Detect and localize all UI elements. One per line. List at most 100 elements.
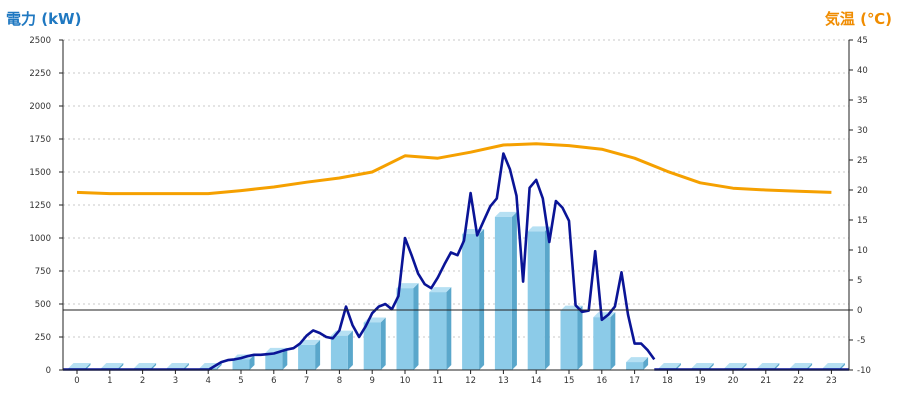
bar-front (560, 310, 578, 370)
bar-front (527, 231, 545, 370)
bar-side (315, 339, 321, 370)
x-tick-label: 23 (826, 376, 837, 386)
bar-side (347, 330, 353, 370)
y-right-tick-label: 35 (857, 96, 868, 106)
bar-top (134, 363, 157, 369)
y-right-tick-label: 5 (857, 276, 862, 286)
y-left-tick-label: 2250 (29, 69, 51, 79)
bar-top (494, 211, 517, 217)
y-left-tick-label: 2500 (29, 36, 51, 46)
bar-front (298, 344, 316, 370)
y-left-tick-label: 1500 (29, 168, 51, 178)
x-tick-label: 20 (728, 376, 739, 386)
y-right-tick-label: 20 (857, 186, 868, 196)
bar (265, 347, 288, 370)
bar-front (494, 216, 512, 370)
line-series (63, 142, 849, 372)
y-right-tick-label: 30 (857, 126, 868, 136)
y-right-tick-label: 0 (857, 306, 862, 316)
bar (462, 229, 485, 370)
x-tick-label: 8 (337, 376, 342, 386)
bar-side (610, 312, 616, 370)
y-right-tick-label: -5 (857, 336, 865, 346)
bar-side (282, 347, 288, 370)
x-tick-label: 18 (662, 376, 673, 386)
x-tick-label: 12 (465, 376, 476, 386)
bar-front (429, 292, 447, 370)
y-left-tick-label: 1250 (29, 201, 51, 211)
y-left-tick-label: 1000 (29, 234, 51, 244)
bar-side (446, 287, 452, 370)
bar (626, 357, 649, 370)
bar (363, 317, 386, 370)
bar-side (249, 354, 255, 370)
y-left-tick-label: 2000 (29, 102, 51, 112)
bar-side (413, 283, 419, 370)
x-tick-label: 7 (304, 376, 309, 386)
bar-top (757, 363, 780, 369)
bar-front (593, 317, 611, 370)
x-tick-label: 15 (564, 376, 575, 386)
bar-top (691, 363, 714, 369)
bar (593, 312, 616, 370)
y-left-tick-label: 500 (35, 300, 51, 310)
bar-side (544, 226, 550, 370)
x-tick-label: 9 (369, 376, 374, 386)
bar-top (429, 287, 452, 293)
bar-front (363, 322, 381, 370)
bar-front (265, 352, 283, 370)
y-left-tick-label: 250 (35, 333, 51, 343)
bar-top (396, 283, 419, 289)
bar (298, 339, 321, 370)
bar (560, 305, 583, 370)
bar-side (643, 357, 649, 370)
y-right-axis-title: 気温 (℃) (825, 10, 892, 28)
x-tick-label: 17 (629, 376, 640, 386)
y-right-tick-label: 25 (857, 156, 868, 166)
x-tick-label: 0 (74, 376, 79, 386)
bar-top (724, 363, 747, 369)
x-tick-label: 1 (107, 376, 112, 386)
y-left-tick-label: 750 (35, 267, 51, 277)
x-tick-label: 5 (238, 376, 243, 386)
bar (494, 211, 517, 370)
bar-top (658, 363, 681, 369)
bar-side (479, 229, 485, 370)
x-tick-label: 13 (498, 376, 509, 386)
temperature-line (76, 142, 832, 196)
bar-front (232, 359, 250, 370)
bar-series (68, 211, 845, 370)
x-tick-label: 10 (400, 376, 411, 386)
y-right-tick-label: 10 (857, 246, 868, 256)
y-right-tick-label: 40 (857, 66, 868, 76)
bar-side (511, 211, 517, 370)
bar-top (626, 357, 649, 363)
x-tick-label: 2 (140, 376, 145, 386)
y-right-tick-label: -10 (857, 366, 871, 376)
y-left-tick-label: 0 (46, 366, 51, 376)
bar (330, 330, 353, 370)
grid-lines (63, 39, 849, 338)
bar-top (822, 363, 845, 369)
bar (429, 287, 452, 370)
bar-front (462, 234, 480, 370)
bar-side (577, 305, 583, 370)
y-right-tick-label: 45 (857, 36, 868, 46)
y-left-tick-label: 1750 (29, 135, 51, 145)
bar-front (396, 288, 414, 370)
y-left-axis-title: 電力 (kW) (6, 10, 81, 28)
x-tick-label: 22 (793, 376, 804, 386)
bar-top (166, 363, 189, 369)
x-tick-label: 16 (596, 376, 607, 386)
bar-top (527, 226, 550, 232)
bar-top (790, 363, 813, 369)
bar (527, 226, 550, 370)
x-tick-label: 14 (531, 376, 542, 386)
axes (59, 39, 853, 374)
bar-side (216, 363, 222, 370)
y-right-tick-label: 15 (857, 216, 868, 226)
bar (396, 283, 419, 370)
tick-labels: 02505007501000125015001750200022502500-1… (29, 36, 871, 386)
x-tick-label: 6 (271, 376, 276, 386)
